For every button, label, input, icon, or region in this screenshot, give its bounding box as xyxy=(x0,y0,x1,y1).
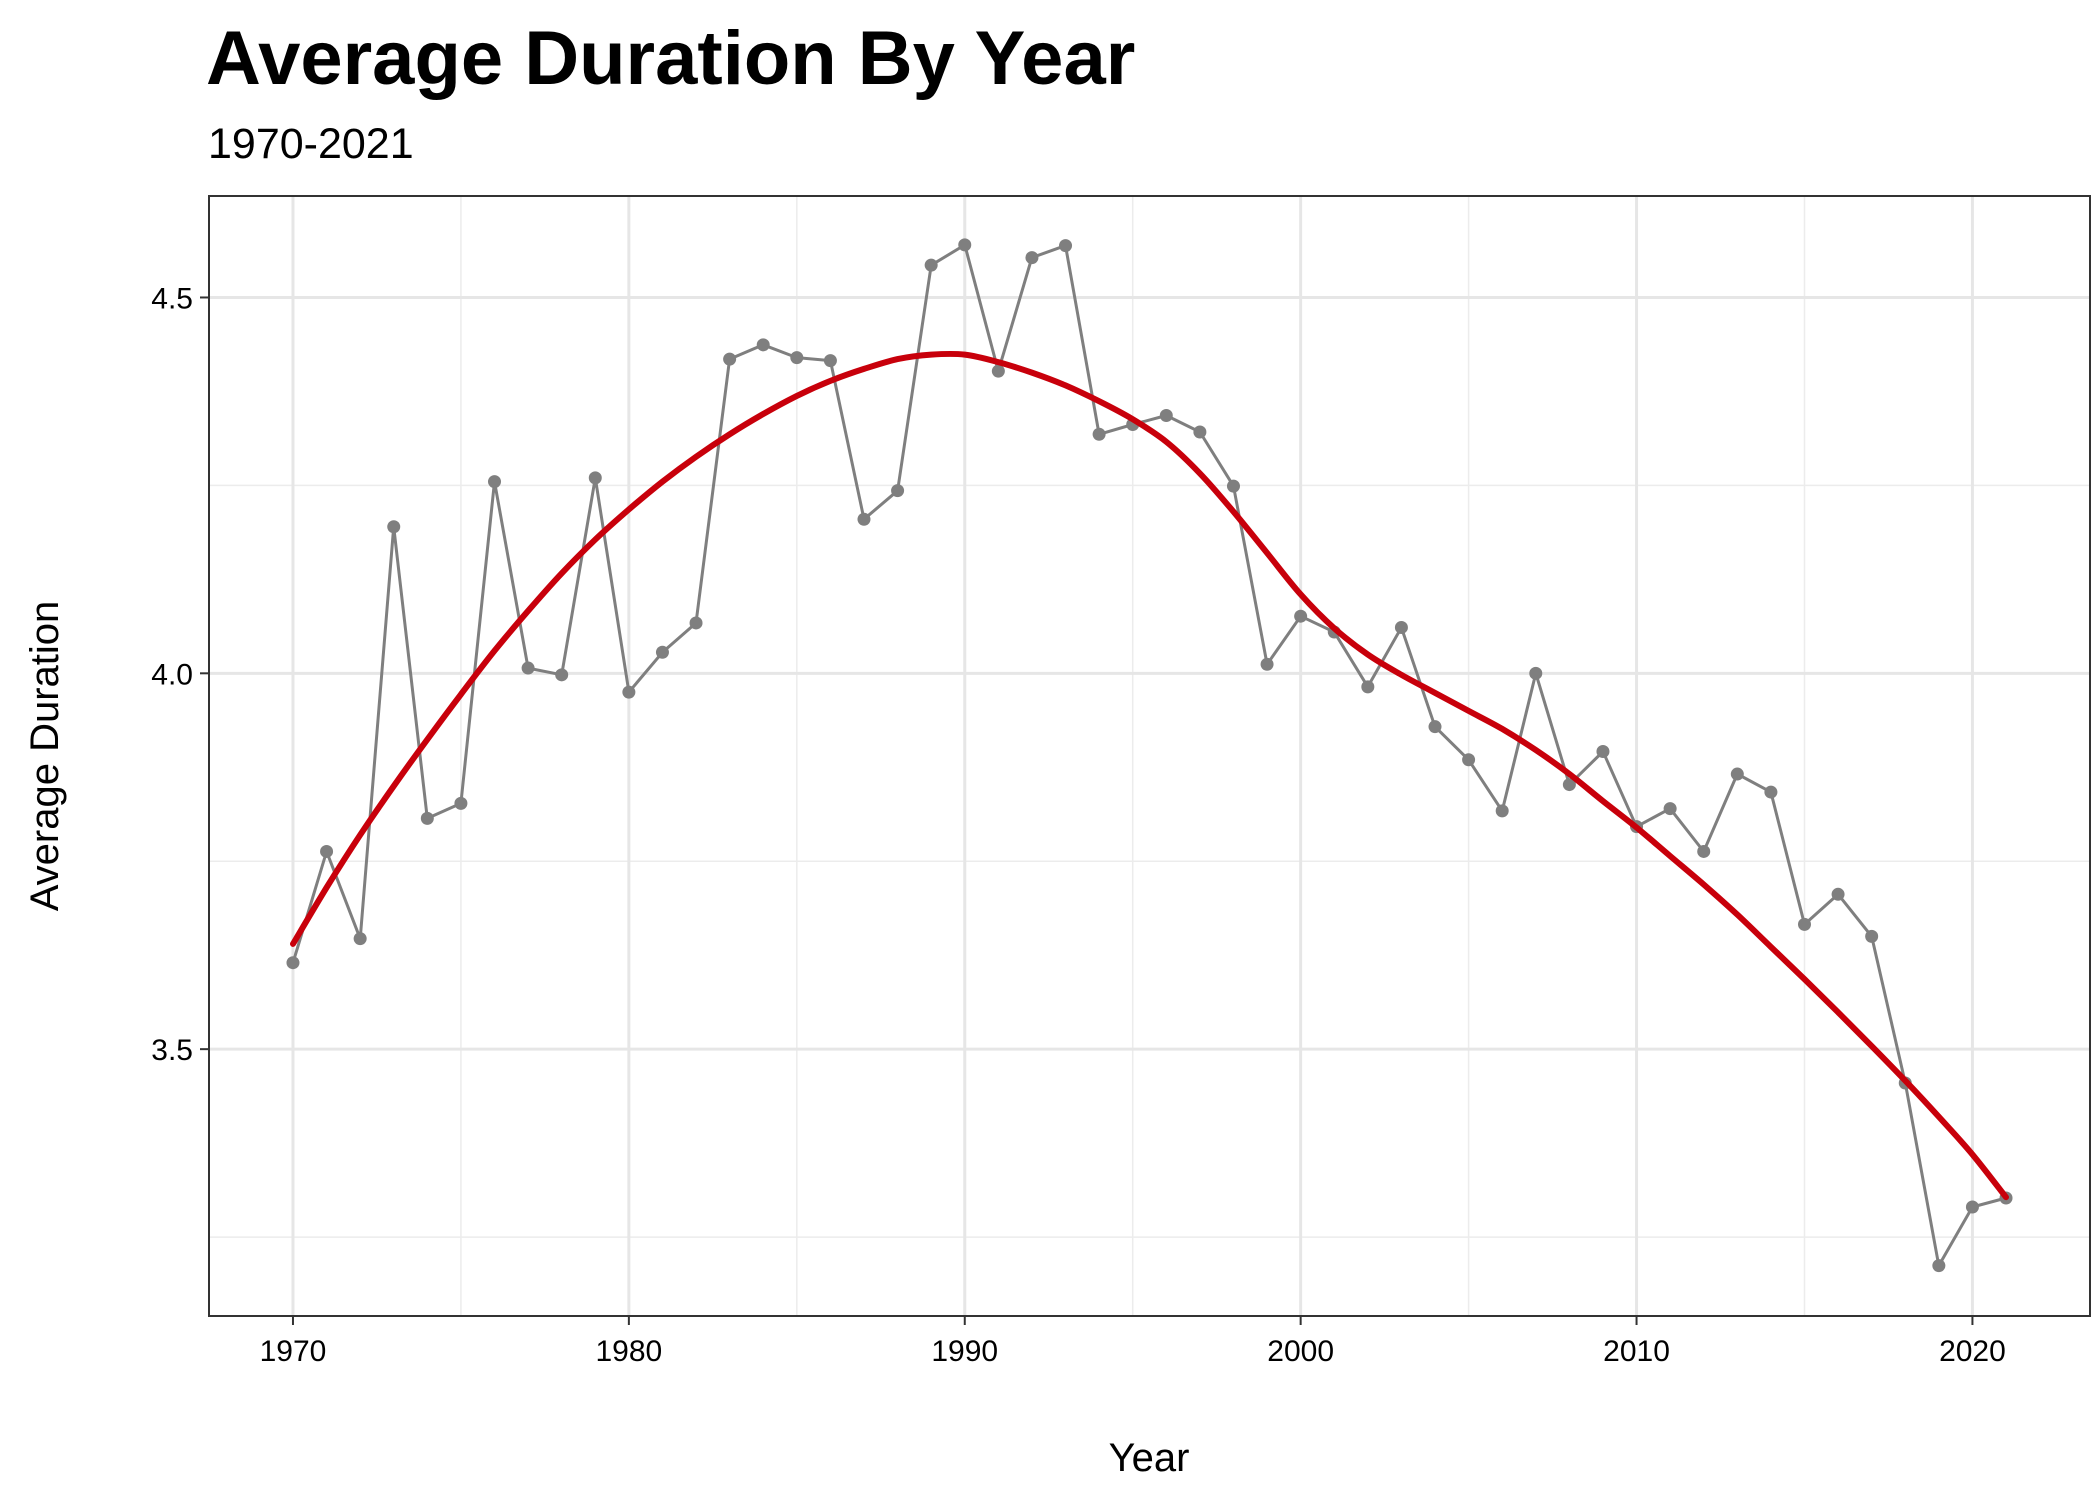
data-point xyxy=(353,932,367,946)
data-point xyxy=(1294,609,1308,623)
data-point xyxy=(924,258,938,272)
x-axis-title: Year xyxy=(1109,1436,1190,1480)
smooth-trend-line xyxy=(290,350,2009,1201)
data-point xyxy=(1764,785,1778,799)
data-point xyxy=(1462,753,1476,767)
data-point xyxy=(1092,427,1106,441)
x-tick-label: 1990 xyxy=(931,1335,998,1368)
y-tick-label: 3.5 xyxy=(151,1034,193,1067)
data-point xyxy=(1159,408,1173,422)
plot-panel-border xyxy=(208,195,2091,1317)
data-point xyxy=(723,352,737,366)
x-tick-label: 2000 xyxy=(1267,1335,1334,1368)
data-point xyxy=(1932,1259,1946,1273)
data-point xyxy=(1831,887,1845,901)
data-point xyxy=(420,811,434,825)
data-point xyxy=(1596,744,1610,758)
grid-lines xyxy=(209,196,2090,1316)
y-tick-label: 4.5 xyxy=(151,282,193,315)
data-point xyxy=(588,471,602,485)
x-tick-label: 2020 xyxy=(1939,1335,2006,1368)
data-point xyxy=(958,238,972,252)
data-point xyxy=(1428,720,1442,734)
data-point xyxy=(891,484,905,498)
data-point xyxy=(823,354,837,368)
data-point xyxy=(1663,802,1677,816)
data-point xyxy=(1193,425,1207,439)
chart-title: Average Duration By Year xyxy=(206,16,1136,101)
data-point xyxy=(857,512,871,526)
data-point xyxy=(1562,778,1576,792)
data-point xyxy=(622,685,636,699)
x-tick-label: 2010 xyxy=(1603,1335,1670,1368)
data-point xyxy=(1059,239,1073,253)
data-point xyxy=(1260,657,1274,671)
data-point xyxy=(655,645,669,659)
plot-panel-background xyxy=(209,196,2090,1316)
data-point xyxy=(1025,251,1039,265)
data-point xyxy=(488,475,502,489)
data-point xyxy=(387,520,401,534)
series-layer xyxy=(286,238,2013,1273)
chart-subtitle: 1970-2021 xyxy=(208,120,414,168)
data-point xyxy=(320,844,334,858)
data-point xyxy=(689,616,703,630)
data-point xyxy=(286,956,300,970)
data-point xyxy=(1697,844,1711,858)
data-point xyxy=(521,661,535,675)
data-point xyxy=(991,364,1005,378)
data-point xyxy=(1865,929,1879,943)
y-axis-title: Average Duration xyxy=(23,601,67,912)
data-point xyxy=(790,351,804,365)
x-tick-label: 1980 xyxy=(595,1335,662,1368)
y-tick-label: 4.0 xyxy=(151,658,193,691)
data-point xyxy=(1965,1200,1979,1214)
data-point xyxy=(1495,804,1509,818)
series-line-average-duration xyxy=(291,243,2007,1268)
data-point xyxy=(1730,767,1744,781)
data-point xyxy=(756,338,770,352)
data-point xyxy=(555,668,569,682)
data-point xyxy=(1361,680,1375,694)
axes: 1970 1980 1990 2000 2010 2020 3.5 4.0 4.5 xyxy=(151,282,2006,1368)
x-tick-label: 1970 xyxy=(260,1335,327,1368)
data-point xyxy=(454,796,468,810)
data-point xyxy=(1394,620,1408,634)
data-point xyxy=(1529,666,1543,680)
data-point xyxy=(1797,917,1811,931)
data-point xyxy=(1226,479,1240,493)
